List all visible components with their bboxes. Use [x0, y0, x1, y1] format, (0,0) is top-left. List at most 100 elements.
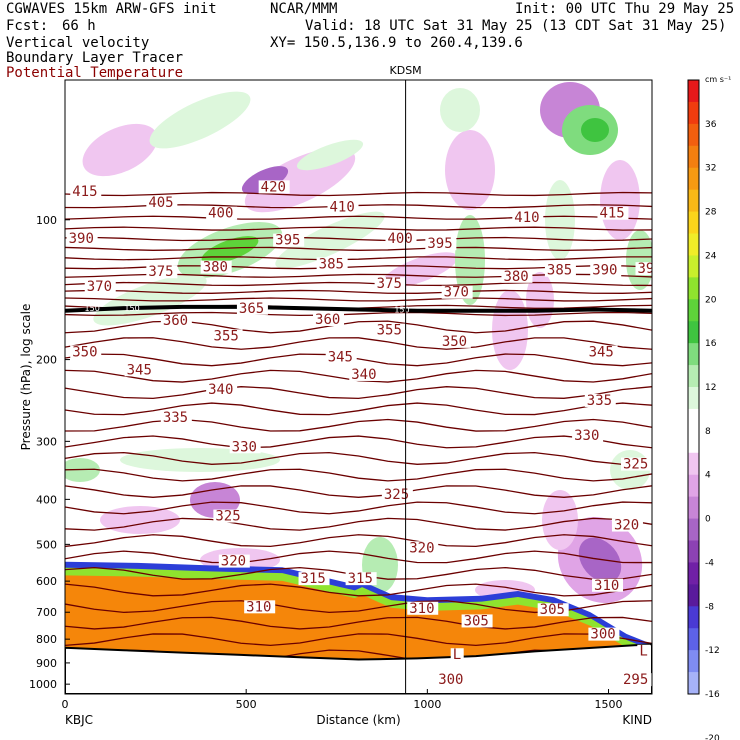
- theta-label-bg: [374, 323, 406, 337]
- theta-label-bg: [450, 648, 464, 662]
- theta-label-bg: [84, 280, 116, 294]
- w-blob: [600, 160, 640, 240]
- org-label: NCAR/MMM: [270, 1, 338, 17]
- theta-contour: [65, 402, 652, 416]
- colorbar-tick-label: -4: [705, 558, 714, 568]
- colorbar-tick-label: -8: [705, 602, 714, 612]
- theta-contour: [65, 236, 652, 242]
- colorbar-swatch: [688, 452, 699, 476]
- theta-label-bg: [407, 541, 439, 555]
- y-tick-label: 100: [36, 214, 57, 227]
- theta-label: 350: [442, 334, 467, 350]
- colorbar-swatch: [688, 321, 699, 344]
- theta-label: L: [639, 644, 647, 660]
- theta-label: 395: [275, 233, 300, 249]
- theta-label-bg: [206, 383, 238, 397]
- theta-label: 295: [623, 672, 648, 688]
- y-tick-label: 200: [36, 354, 57, 367]
- field-vertical-velocity: Vertical velocity: [6, 35, 150, 51]
- colorbar-swatch: [688, 343, 699, 366]
- theta-label: 380: [503, 269, 528, 285]
- theta-contour: [65, 256, 652, 261]
- colorbar-swatch: [688, 233, 699, 256]
- theta-label-bg: [349, 367, 381, 381]
- y-tick-label: 600: [36, 575, 57, 588]
- fcst-value: 66 h: [62, 18, 96, 34]
- colorbar-swatch: [688, 628, 699, 651]
- theta-label-bg: [160, 411, 192, 425]
- theta-small-label: 150: [124, 304, 139, 313]
- theta-label: 330: [232, 439, 257, 455]
- theta-label: L: [453, 647, 461, 663]
- colorbar-swatch: [688, 277, 699, 300]
- theta-label-bg: [572, 428, 604, 442]
- fcst-label: Fcst:: [6, 18, 49, 34]
- y-tick-label: 400: [36, 493, 57, 506]
- theta-label: 305: [540, 602, 565, 618]
- colorbar-swatch: [688, 167, 699, 191]
- w-blob: [296, 139, 364, 171]
- w-blob: [149, 91, 251, 149]
- theta-label-bg: [512, 210, 544, 224]
- theta-label-bg: [66, 231, 98, 245]
- colorbar: cm s⁻¹ 36 32 28 24 20 16 12 8 4 0 -4 -8 -12 -16 -20: [687, 75, 731, 740]
- theta-label-bg: [436, 673, 468, 687]
- w-blob: [440, 88, 480, 132]
- theta-label-bg: [441, 285, 473, 299]
- theta-contour: [65, 534, 652, 548]
- colorbar-swatch: [688, 211, 699, 234]
- theta-label: 400: [387, 231, 412, 247]
- theta-label: 345: [127, 362, 152, 378]
- w-blob: [120, 448, 280, 472]
- theta-contour: [65, 485, 652, 498]
- theta-label-bg: [637, 644, 651, 658]
- theta-label: 395: [638, 261, 663, 277]
- xy-range: XY= 150.5,136.9 to 260.4,139.6: [270, 35, 523, 51]
- theta-label: 395: [427, 236, 452, 252]
- theta-label-bg: [160, 314, 192, 328]
- model-title: CGWAVES 15km ARW-GFS init: [6, 1, 217, 17]
- theta-contour: [65, 191, 652, 197]
- theta-label: 400: [208, 206, 233, 222]
- theta-label-bg: [586, 345, 618, 359]
- theta-label-bg: [218, 554, 250, 568]
- theta-contour: [65, 550, 652, 564]
- theta-label: 360: [163, 313, 188, 329]
- theta-contour: [65, 616, 652, 630]
- theta-label: 335: [587, 393, 612, 409]
- theta-label-bg: [211, 329, 243, 343]
- theta-label: 325: [215, 509, 240, 525]
- axes: 100 200 300 400 500 600 700 800 900 1000 0 500 1000 1…: [19, 214, 652, 727]
- tropopause-line: [65, 304, 652, 313]
- terrain-profile: [65, 643, 652, 694]
- plot-frame: [64, 79, 653, 695]
- theta-label-bg: [146, 196, 178, 210]
- colorbar-swatch: [688, 606, 699, 629]
- theta-label: 365: [239, 301, 264, 317]
- colorbar-tick-label: 16: [705, 339, 717, 349]
- theta-contour: [65, 435, 652, 449]
- theta-label-bg: [325, 350, 357, 364]
- vertical-velocity-field: [65, 82, 652, 604]
- theta-label: 335: [163, 410, 188, 426]
- theta-label-bg: [407, 601, 439, 615]
- theta-label-bg: [461, 614, 493, 628]
- colorbar-swatch: [688, 496, 699, 520]
- theta-label-bg: [611, 518, 643, 532]
- colorbar-tick-label: -20: [705, 734, 720, 740]
- theta-label: 315: [301, 571, 326, 587]
- theta-label: 390: [69, 231, 94, 247]
- theta-label: 370: [87, 279, 112, 295]
- colorbar-swatch: [688, 474, 699, 498]
- colorbar-swatch: [688, 123, 699, 147]
- theta-label-bg: [621, 673, 652, 687]
- theta-contours: 150 150 150: [65, 191, 652, 663]
- theta-contour: [65, 386, 652, 400]
- theta-contour: [65, 311, 652, 317]
- endpoint-left: KBJC: [65, 713, 93, 727]
- w-blob: [275, 211, 385, 269]
- y-tick-label: 900: [36, 657, 57, 670]
- x-tick-label: 1000: [413, 698, 441, 711]
- theta-label: 345: [589, 344, 614, 360]
